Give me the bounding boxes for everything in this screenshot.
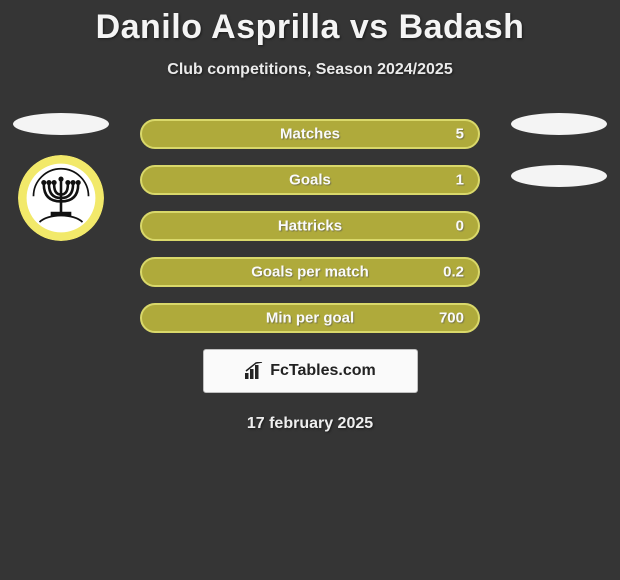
right-player-column — [510, 113, 608, 207]
brand-badge[interactable]: FcTables.com — [203, 349, 418, 393]
stat-label: Goals per match — [251, 264, 369, 281]
stat-value: 700 — [439, 310, 464, 327]
comparison-content: Matches 5 Goals 1 Hattricks 0 Goals per … — [0, 119, 620, 433]
stat-label: Min per goal — [266, 310, 354, 327]
left-player-column — [12, 113, 110, 241]
player-name-pill-right-1 — [511, 113, 607, 135]
player-name-pill-right-2 — [511, 165, 607, 187]
stat-bar-matches: Matches 5 — [140, 119, 480, 149]
stat-label: Goals — [289, 172, 331, 189]
stats-bars: Matches 5 Goals 1 Hattricks 0 Goals per … — [140, 119, 480, 333]
stat-bar-hattricks: Hattricks 0 — [140, 211, 480, 241]
stat-value: 5 — [456, 126, 464, 143]
club-badge-left — [18, 155, 104, 241]
stat-value: 1 — [456, 172, 464, 189]
stat-label: Matches — [280, 126, 340, 143]
page-title: Danilo Asprilla vs Badash — [0, 0, 620, 47]
club-crest-icon — [18, 155, 104, 241]
stat-bar-goals-per-match: Goals per match 0.2 — [140, 257, 480, 287]
footer-date: 17 february 2025 — [0, 415, 620, 433]
bar-chart-icon — [244, 362, 264, 380]
stat-bar-min-per-goal: Min per goal 700 — [140, 303, 480, 333]
stat-value: 0 — [456, 218, 464, 235]
brand-text: FcTables.com — [270, 362, 376, 380]
stat-bar-goals: Goals 1 — [140, 165, 480, 195]
subtitle: Club competitions, Season 2024/2025 — [0, 61, 620, 79]
player-name-pill-left — [13, 113, 109, 135]
stat-value: 0.2 — [443, 264, 464, 281]
stat-label: Hattricks — [278, 218, 342, 235]
